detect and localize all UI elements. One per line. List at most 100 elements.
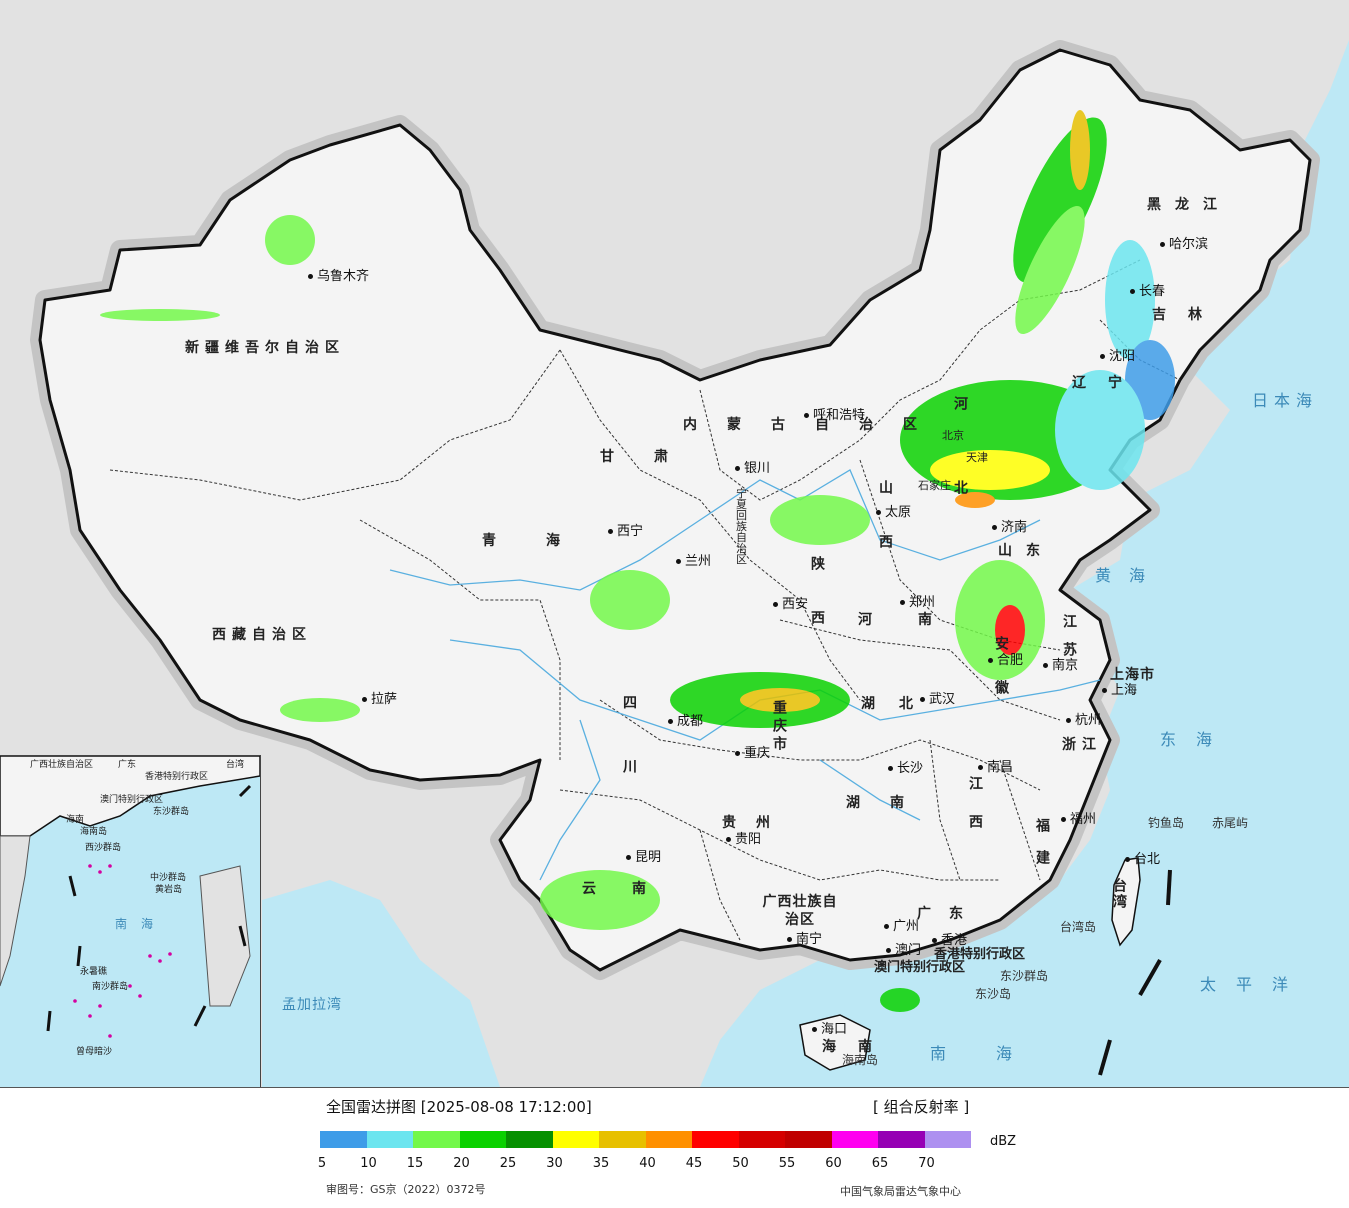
city-harbin: 哈尔滨 <box>1160 238 1208 251</box>
city-guiyang: 贵阳 <box>726 833 761 846</box>
province-label-liaoning: 辽宁 <box>1072 375 1144 391</box>
province-label-anhui: 安徽 <box>993 636 1009 724</box>
inset-map <box>0 756 260 1038</box>
inset-label-nansha: 南沙群岛 <box>92 982 129 992</box>
city-fuzhou: 福州 <box>1061 813 1096 826</box>
city-kunming: 昆明 <box>626 851 661 864</box>
color-scale-cell <box>738 1131 785 1148</box>
city-beijing: 北京 <box>942 429 964 442</box>
legend-tick: 15 <box>406 1156 424 1171</box>
inset-label-hongkong: 香港特别行政区 <box>145 772 209 782</box>
legend: 全国雷达拼图 [2025-08-08 17:12:00] [ 组合反射率 ] d… <box>0 1088 1349 1208</box>
island-chiwei: 赤尾屿 <box>1212 816 1249 830</box>
legend-tick: 35 <box>592 1156 610 1171</box>
city-shijiazhuang: 石家庄 <box>918 479 951 492</box>
inset-label-xisha: 西沙群岛 <box>85 843 122 853</box>
inset-label-macau: 澳门特别行政区 <box>100 795 164 805</box>
region-label-macau: 澳门特别行政区 <box>874 960 966 975</box>
province-label-gansu: 甘肃 <box>600 449 708 465</box>
city-xining: 西宁 <box>608 525 643 538</box>
boundary-dashes <box>1098 869 1172 1076</box>
province-label-chongqing: 重庆市 <box>771 700 787 754</box>
city-chongqing: 重庆 <box>735 747 770 760</box>
color-scale-cell <box>645 1131 692 1148</box>
island-hainan: 海南岛 <box>842 1053 879 1067</box>
color-scale-cell <box>552 1131 599 1148</box>
province-label-guangxi: 广西壮族自治区 <box>762 894 838 928</box>
inset-label-zhongsha: 中沙群岛 <box>150 873 187 883</box>
province-label-ningxia: 宁夏回族自治区 <box>736 487 747 566</box>
province-label-xizang: 西藏自治区 <box>212 627 312 643</box>
city-hangzhou: 杭州 <box>1066 714 1101 727</box>
city-jinan: 济南 <box>992 521 1027 534</box>
legend-product: [ 组合反射率 ] <box>873 1098 970 1116</box>
province-label-zhejiang: 浙江 <box>1062 737 1102 753</box>
city-hohhot: 呼和浩特 <box>804 409 865 422</box>
province-label-shandong: 山东 <box>998 543 1054 559</box>
city-lanzhou: 兰州 <box>676 555 711 568</box>
sea-label-yellow: 黄海 <box>1095 566 1164 585</box>
color-scale-cell <box>320 1131 367 1148</box>
sea-label-east: 东海 <box>1160 730 1233 749</box>
legend-tick: 10 <box>360 1156 377 1171</box>
inset-label-dongsha: 东沙群岛 <box>153 807 190 817</box>
color-scale-cell <box>506 1131 553 1148</box>
color-scale-cell <box>831 1131 878 1148</box>
city-yinchuan: 银川 <box>735 462 770 475</box>
sea-label-south: 南海 <box>930 1044 1063 1063</box>
sea-label-pacific: 太平洋 <box>1200 975 1309 994</box>
island-dongsha-group: 东沙群岛 <box>1000 969 1049 983</box>
inset-label-hainan: 海南 <box>66 815 85 825</box>
city-lhasa: 拉萨 <box>362 693 397 706</box>
island-dongsha: 东沙岛 <box>975 987 1012 1001</box>
city-nanchang: 南昌 <box>978 761 1013 774</box>
province-label-jiangxi: 江西 <box>967 776 983 852</box>
province-label-fujian: 福建 <box>1034 818 1050 882</box>
legend-tick: 25 <box>499 1156 517 1171</box>
color-scale-cell <box>924 1131 971 1148</box>
color-scale-cell <box>785 1131 832 1148</box>
inset-label-yongshu: 永暑礁 <box>80 967 108 977</box>
south-china-sea-inset: 广西壮族自治区 广东 香港特别行政区 澳门特别行政区 台湾 海南 海南岛 东沙群… <box>0 755 261 1087</box>
city-nanjing: 南京 <box>1043 659 1078 672</box>
legend-tick: 55 <box>778 1156 796 1171</box>
legend-tick: 20 <box>453 1156 470 1171</box>
region-label-hongkong: 香港特别行政区 <box>934 947 1026 962</box>
data-source: 中国气象局雷达气象中心 <box>840 1185 961 1198</box>
color-scale-cell <box>413 1131 460 1148</box>
radar-echoes <box>100 110 1175 1012</box>
city-haikou: 海口 <box>812 1023 847 1036</box>
island-diaoyu: 钓鱼岛 <box>1148 816 1185 830</box>
city-urumqi: 乌鲁木齐 <box>308 270 369 283</box>
province-label-hebei: 河北 <box>952 396 968 564</box>
legend-tick: 45 <box>685 1156 703 1171</box>
color-scale-cell <box>878 1131 925 1148</box>
legend-title: 全国雷达拼图 [2025-08-08 17:12:00] <box>326 1098 592 1116</box>
inset-label-huangyan: 黄岩岛 <box>155 885 183 895</box>
city-chengdu: 成都 <box>668 715 703 728</box>
city-guangzhou: 广州 <box>884 920 919 933</box>
city-macau: 澳门 <box>886 944 921 957</box>
province-label-guangdong: 广东 <box>917 906 981 922</box>
color-scale-cell <box>692 1131 739 1148</box>
province-label-jiangsu: 江苏 <box>1061 614 1077 670</box>
inset-label-taiwan: 台湾 <box>226 760 245 770</box>
province-label-jilin: 吉林 <box>1152 307 1224 323</box>
inset-label-guangdong: 广东 <box>118 760 137 770</box>
legend-tick: 50 <box>732 1156 749 1171</box>
city-tianjin: 天津 <box>966 451 988 464</box>
city-taiyuan: 太原 <box>876 506 911 519</box>
province-label-shaanxi: 陕西 <box>809 556 825 664</box>
province-label-qinghai: 青海 <box>482 533 610 549</box>
legend-unit: dBZ <box>990 1134 1017 1149</box>
color-scale-cell <box>599 1131 646 1148</box>
city-taipei: 台北 <box>1125 853 1160 866</box>
map-approval-number: 审图号：GS京（2022）0372号 <box>326 1183 486 1196</box>
province-label-henan: 河南 <box>858 612 978 628</box>
province-label-hubei: 湖北 <box>861 696 937 712</box>
legend-tick: 30 <box>546 1156 563 1171</box>
color-scale-cell <box>366 1131 413 1148</box>
city-shenyang: 沈阳 <box>1100 350 1135 363</box>
city-shanghai: 上海 <box>1102 684 1137 697</box>
city-hongkong: 香港 <box>932 934 967 947</box>
